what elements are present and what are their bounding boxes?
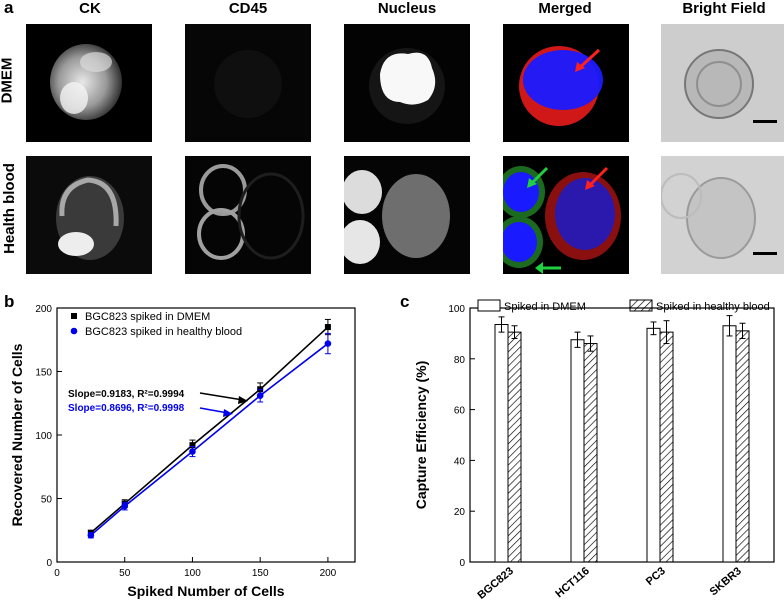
y-tick-label: 0 <box>46 558 52 569</box>
data-point-circle <box>189 448 196 455</box>
bar <box>507 331 522 563</box>
category-label: HCT116 <box>553 565 592 600</box>
panel-c-letter: c <box>400 292 410 311</box>
y-tick-label: 80 <box>454 355 466 366</box>
bar <box>570 339 585 563</box>
image-dmem-nucleus <box>344 24 470 142</box>
data-point-circle <box>121 502 129 510</box>
y-tick-label: 20 <box>454 507 466 518</box>
image-blood-nucleus <box>344 156 470 274</box>
x-tick-label: 50 <box>119 568 131 579</box>
image-dmem-ck <box>26 24 152 142</box>
panel-a-letter: a <box>4 0 14 17</box>
image-dmem-bright-field <box>661 24 784 142</box>
x-axis-label: Spiked Number of Cells <box>127 583 284 599</box>
y-tick-label: 200 <box>35 304 52 315</box>
data-point-square <box>324 324 331 331</box>
column-title-nucleus: Nucleus <box>377 0 437 17</box>
x-tick-label: 150 <box>252 568 269 579</box>
row-label-dmem: DMEM <box>0 57 16 104</box>
y-tick-label: 150 <box>35 368 52 379</box>
y-axis-label: Recovered Number of Cells <box>9 343 25 526</box>
image-dmem-cd45 <box>185 24 311 142</box>
x-tick-label: 0 <box>54 568 60 579</box>
y-tick-label: 100 <box>448 304 465 315</box>
x-tick-label: 200 <box>320 568 337 579</box>
image-blood-ck <box>26 156 152 274</box>
data-point-circle <box>256 392 264 399</box>
column-title-bright-field: Bright Field <box>682 0 766 17</box>
image-blood-bright-field <box>661 156 784 274</box>
annotation-arrowhead-blue <box>223 409 233 417</box>
plot-frame <box>469 307 775 563</box>
legend-label: Spiked in DMEM <box>504 301 586 313</box>
bar <box>659 331 674 563</box>
y-tick-label: 50 <box>41 495 53 506</box>
image-blood-merged <box>503 156 629 274</box>
data-point-circle <box>87 532 95 539</box>
bar <box>735 330 750 563</box>
legend-marker <box>71 313 77 319</box>
column-title-cd45: CD45 <box>228 0 268 17</box>
bar <box>494 324 509 563</box>
annotation-arrow-blue <box>199 407 229 414</box>
category-label: BGC823 <box>475 565 515 602</box>
slope-label-blue: Slope=0.8696, R²=0.9998 <box>68 403 185 414</box>
chart-capture-efficiency: 0 20 40 60 80 100 Capture Efficiency (%) BGC823… <box>413 299 775 602</box>
data-point-circle <box>324 340 332 347</box>
image-dmem-merged <box>503 24 629 142</box>
legend-swatch <box>629 299 653 312</box>
y-tick-label: 0 <box>459 558 465 569</box>
category-label: PC3 <box>644 565 668 588</box>
row-label-health-blood: Health blood <box>0 163 18 254</box>
column-title-ck: CK <box>79 0 101 17</box>
chart-recovery: 0 50 100 150 200 0 50 100 150 200 Spiked Number of… <box>9 304 356 599</box>
y-tick-label: 60 <box>454 406 466 417</box>
legend-label: BGC823 spiked in healthy blood <box>85 326 242 338</box>
legend-label: BGC823 spiked in DMEM <box>85 311 210 323</box>
bar <box>722 325 737 563</box>
annotation-arrowhead-black <box>238 396 248 404</box>
y-axis-label: Capture Efficiency (%) <box>413 361 429 510</box>
column-title-merged: Merged <box>538 0 592 17</box>
x-tick-label: 100 <box>184 568 201 579</box>
bar <box>583 343 598 563</box>
y-tick-label: 100 <box>35 431 52 442</box>
legend-marker <box>70 327 78 335</box>
legend-label: Spiked in healthy blood <box>656 301 770 313</box>
annotation-arrow-black <box>199 392 244 401</box>
slope-label-black: Slope=0.9183, R²=0.9994 <box>68 389 185 400</box>
y-tick-label: 40 <box>454 456 466 467</box>
bar <box>646 327 661 563</box>
data-point-square <box>189 442 196 449</box>
image-blood-cd45 <box>185 156 311 274</box>
category-label: SKBR3 <box>708 565 744 598</box>
legend-swatch <box>477 299 501 312</box>
panel-b-letter: b <box>4 292 15 311</box>
